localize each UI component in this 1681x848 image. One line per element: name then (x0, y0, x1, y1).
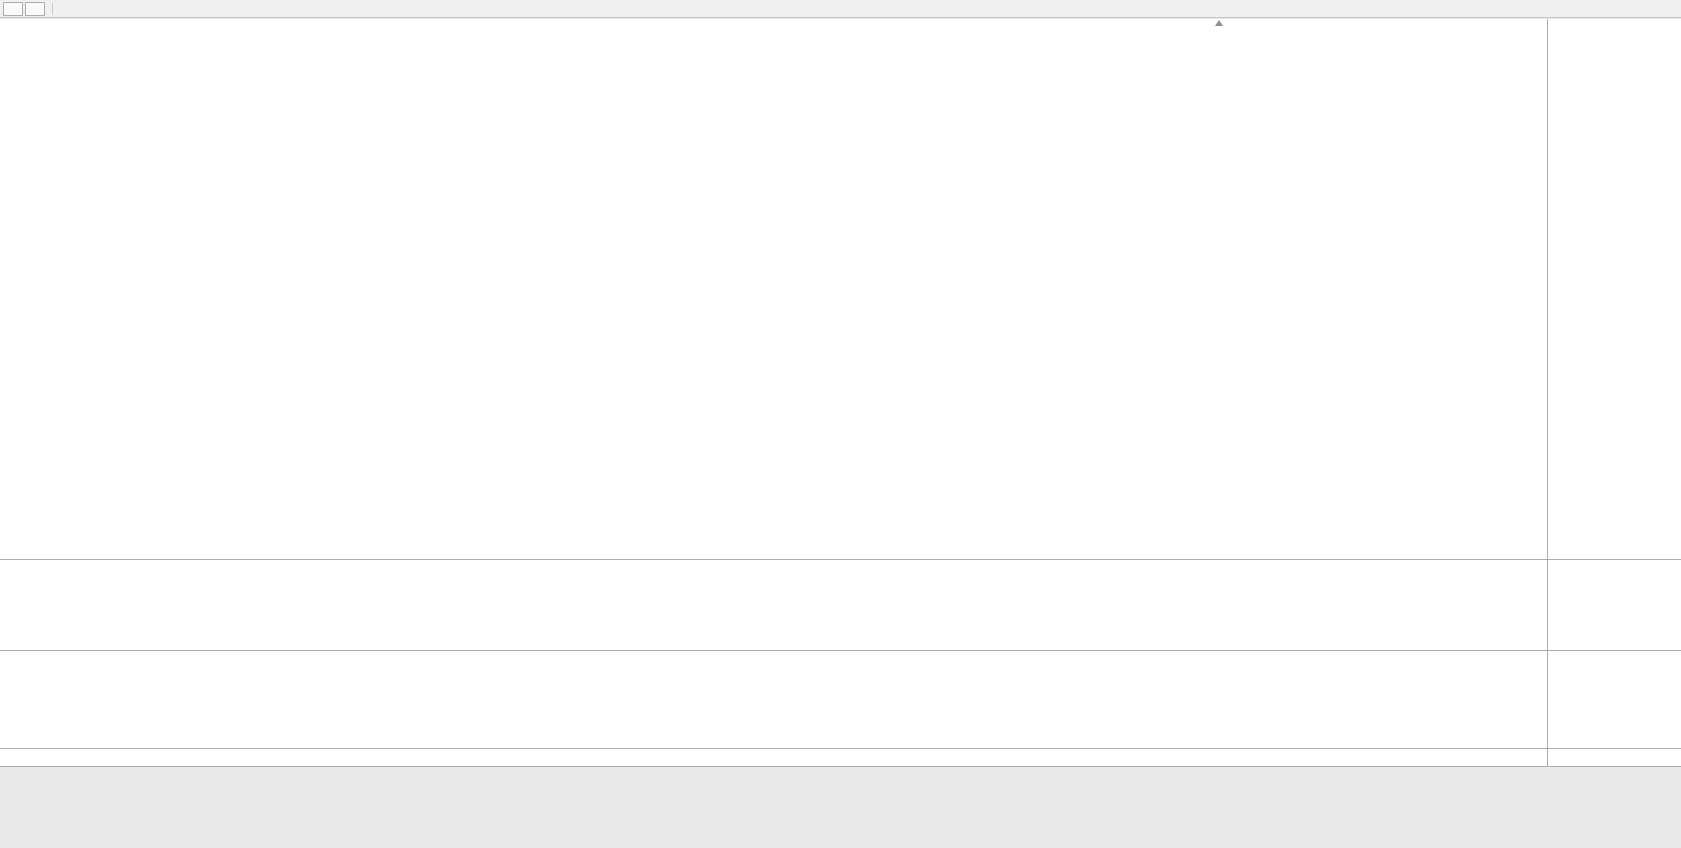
panel-separator[interactable] (0, 748, 1681, 749)
panel-separator[interactable] (0, 650, 1681, 651)
panel-separator[interactable] (0, 559, 1681, 560)
chart-shift-marker-icon[interactable] (1215, 20, 1223, 26)
price-axis[interactable] (1547, 19, 1681, 766)
chart-region[interactable] (0, 19, 1681, 766)
chart-tabs-bar (0, 766, 1681, 848)
time-axis[interactable] (0, 750, 1547, 766)
rsi-canvas[interactable] (0, 560, 1547, 650)
chart-title (5, 22, 17, 33)
toolbar (0, 0, 1681, 18)
macd-canvas[interactable] (0, 651, 1547, 748)
template-tool-button[interactable] (3, 1, 23, 16)
toolbar-separator (52, 2, 53, 15)
price-chart-canvas[interactable] (0, 19, 1547, 559)
scale-tool-button[interactable] (25, 1, 45, 16)
